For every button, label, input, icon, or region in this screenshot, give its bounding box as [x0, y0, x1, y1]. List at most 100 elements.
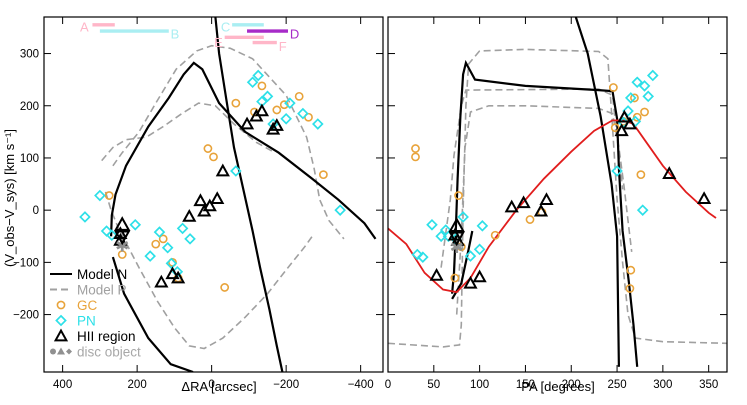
y-tick-label: 0: [33, 205, 39, 217]
hii-point-8: [202, 198, 217, 212]
gc-point-2: [450, 273, 460, 283]
x-tick-label: 0: [385, 379, 391, 391]
disc-down-triangle: [448, 231, 465, 247]
pn-point-12: [230, 165, 242, 177]
x-tick-label: −200: [273, 379, 299, 391]
gc-point-12: [220, 283, 230, 292]
gc-point-4: [257, 81, 267, 91]
x-tick-label: 0: [208, 379, 214, 391]
gc-point-13: [117, 250, 127, 259]
hii-point-2: [429, 267, 444, 281]
legend-label-5: disc object: [77, 345, 141, 360]
pn-point-22: [334, 204, 346, 216]
hii-point-8: [539, 192, 554, 206]
annotation-label-A: A: [80, 19, 89, 34]
gc-point-13: [640, 107, 649, 117]
hii-point-9: [614, 123, 629, 137]
fit-curve: [388, 119, 717, 294]
model-p-curve-2: [101, 102, 276, 162]
pn-point-7: [161, 241, 174, 254]
legend-swatch-pn: [55, 314, 67, 327]
pn-point-20: [636, 204, 649, 216]
gc-point-15: [626, 265, 636, 275]
gc-point-1: [203, 144, 213, 153]
hii-point-9: [210, 191, 225, 204]
pn-point-21: [312, 118, 324, 130]
plot-area: ✱: [388, 17, 727, 367]
x-tick-label: 350: [699, 379, 718, 391]
gc-point-12: [632, 112, 642, 122]
pn-point-2: [100, 225, 113, 237]
plot-area: ✱: [79, 17, 377, 372]
pn-point-9: [473, 243, 486, 256]
legend-label-1: Model P: [77, 283, 127, 298]
gc-point-0: [411, 144, 420, 153]
legend-swatch-hii: [53, 328, 69, 342]
legend-swatch-disc-dot: [50, 348, 56, 355]
pn-point-18: [280, 112, 292, 125]
pn-point-10: [176, 222, 189, 235]
pn-point-8: [165, 257, 178, 270]
hii-point-6: [193, 193, 208, 207]
pn-point-4: [129, 218, 142, 231]
legend-swatch-disc-tri: [57, 347, 65, 355]
model-p-curve-0: [388, 48, 727, 348]
pn-point-7: [457, 211, 469, 223]
hii-point-3: [463, 275, 478, 289]
gc-point-15: [151, 239, 161, 249]
pn-point-13: [246, 76, 259, 89]
axes-frame: [43, 16, 384, 373]
pn-point-14: [252, 69, 265, 82]
gc-point-5: [490, 230, 500, 240]
annotation-label-D: D: [290, 27, 299, 42]
pn-point-15: [629, 115, 642, 128]
y-tick-label: −200: [13, 310, 39, 322]
hii-point-15: [269, 118, 284, 131]
model-p-curve-1: [455, 105, 633, 315]
x-tick-label: 100: [470, 379, 489, 391]
hii-point-12: [662, 166, 677, 179]
hii-point-13: [696, 191, 712, 204]
gc-point-3: [231, 98, 241, 108]
gc-point-16: [610, 123, 620, 133]
annotation-label-F: F: [279, 39, 287, 54]
pn-point-17: [638, 80, 651, 92]
model-n-curve-1: [111, 256, 194, 372]
pn-point-16: [631, 76, 644, 89]
pn-point-19: [284, 97, 296, 109]
model-n-curve-2: [574, 17, 620, 367]
pn-point-11: [184, 233, 196, 245]
disc-up-triangle: [114, 216, 131, 231]
gc-point-8: [608, 83, 618, 92]
left-panel: ✱ 400 200 0 −200 −400 −200 −100 0 100 200 300 A B C D E F…: [13, 16, 384, 391]
pn-point-11: [611, 165, 623, 177]
pn-point-2: [426, 218, 438, 231]
x-tick-label: 400: [53, 379, 72, 391]
pn-point-3: [105, 229, 118, 242]
hii-point-4: [472, 269, 487, 283]
hii-point-3: [165, 266, 180, 280]
pn-point-19: [646, 69, 659, 82]
annotation-label-B: B: [171, 27, 180, 42]
gc-point-6: [525, 215, 535, 224]
legend-swatch-disc-dia: [66, 348, 72, 355]
gc-point-2: [209, 152, 218, 162]
legend-label-0: Model N: [77, 267, 127, 282]
gc-point-3: [454, 191, 463, 200]
right-x-axis-label: PA [degrees]: [521, 379, 594, 394]
x-tick-label: 50: [427, 379, 440, 391]
y-tick-label: 300: [20, 49, 39, 61]
model-p-curve-0: [112, 44, 345, 240]
disc-object-point-0: ✱: [450, 238, 464, 257]
pn-point-14: [624, 92, 637, 104]
y-tick-label: 100: [20, 153, 39, 165]
model-n-curve-0: [110, 61, 377, 240]
hii-point-4: [171, 270, 186, 284]
axes-frame: [387, 16, 728, 373]
pn-point-8: [464, 250, 477, 262]
x-tick-label: 200: [562, 379, 581, 391]
model-p-curve-1: [104, 191, 315, 350]
hii-point-11: [622, 116, 637, 130]
legend-label-2: GC: [77, 298, 98, 313]
